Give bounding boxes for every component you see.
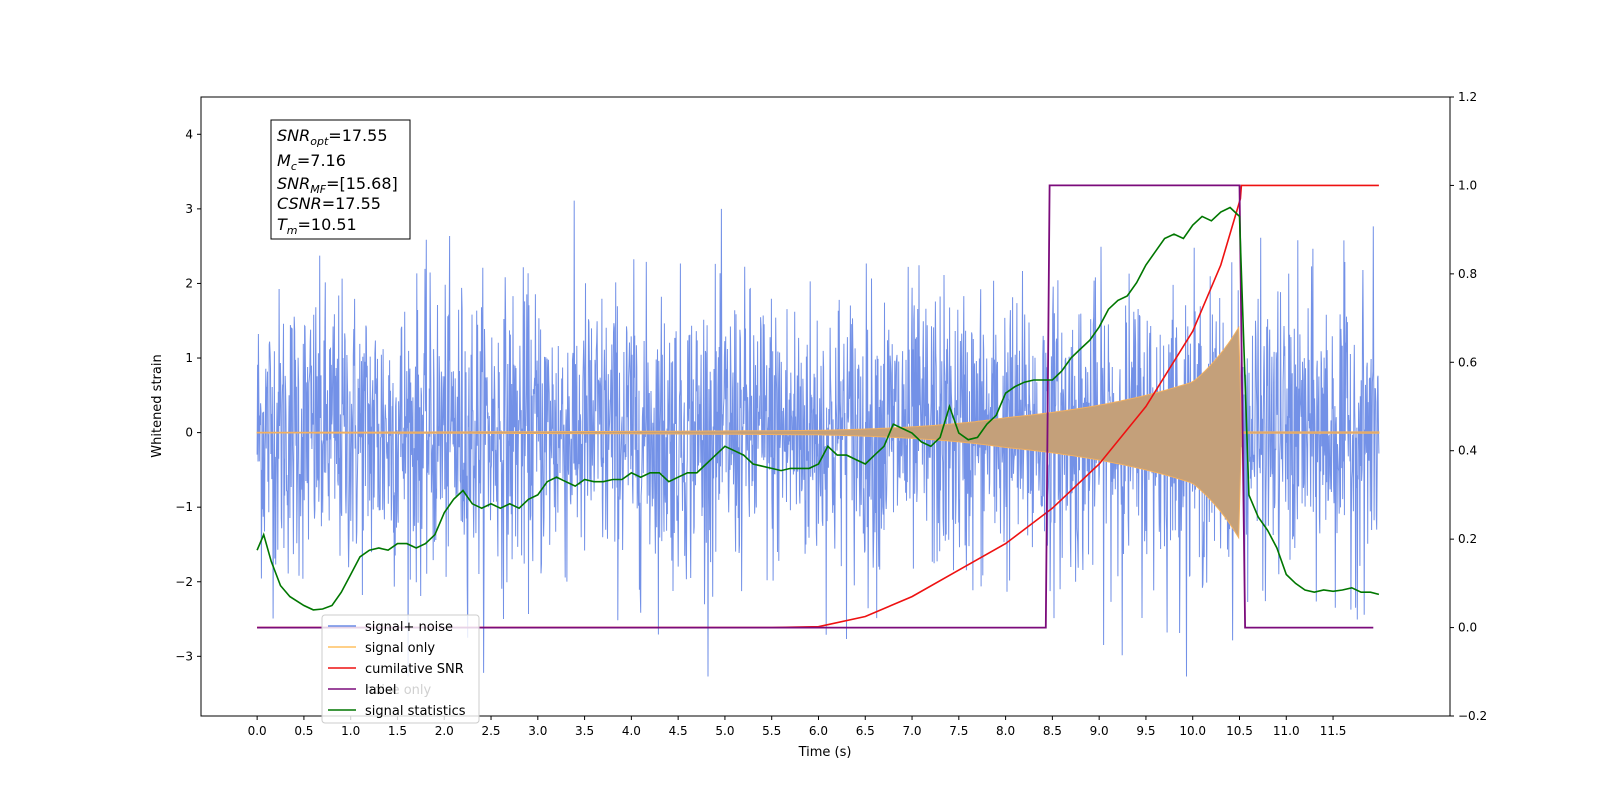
y-right-tick-label: 0.2 [1458,532,1477,546]
y-axis-label: Whitened strain [150,354,165,457]
annotation-box: SNRopt=17.55 Mc=7.16 SNRMF=[15.68] CSNR=… [270,119,411,240]
legend-entry-noise-only: noise only [365,683,432,698]
x-tick-label: 1.5 [388,724,407,738]
series-label-line [257,184,1374,629]
annotation-snr-opt: SNRopt=17.55 [277,126,388,148]
y-right-tick-label: 1.2 [1458,90,1477,104]
y-tick-label: 1 [185,351,193,365]
annotation-snr-mf: SNRMF=[15.68] [277,174,398,196]
y-right-tick-label: 0.0 [1458,621,1477,635]
x-tick-label: 0.0 [248,724,267,738]
legend-entry-signal-noise: signal+ noise [328,620,453,635]
x-tick-label: 11.0 [1273,724,1300,738]
x-tick-label: 6.5 [856,724,875,738]
legend-entry-label: label [328,683,396,698]
svg-text:signal+ noise: signal+ noise [365,620,453,635]
x-tick-label: 7.5 [949,724,968,738]
legend-entry-signal-statistics: signal statistics [328,704,466,719]
y-right-tick-label: 1.0 [1458,178,1477,192]
x-tick-label: 10.5 [1226,724,1253,738]
y-right-tick-label: 0.6 [1458,355,1477,369]
x-tick-label: 9.0 [1090,724,1109,738]
y-tick-label: −3 [175,649,193,663]
plot-area [256,184,1380,677]
y-right-tick-label: −0.2 [1458,709,1487,723]
y-axis-left: −3 −2 −1 0 1 2 3 4 [175,127,201,663]
x-tick-label: 3.5 [575,724,594,738]
annotation-tm: Tm=10.51 [277,215,357,237]
y-right-tick-label: 0.4 [1458,444,1477,458]
y-tick-label: 3 [185,202,193,216]
x-tick-label: 4.0 [622,724,641,738]
x-axis: 0.0 0.5 1.0 1.5 2.0 2.5 3.0 3.5 4.0 4.5 5.0 5.5 6.0 6… [248,716,1347,738]
y-tick-label: −1 [175,500,193,514]
series-signal-only-line [256,325,1380,540]
svg-text:signal statistics: signal statistics [365,704,466,719]
x-tick-label: 5.5 [762,724,781,738]
x-tick-label: 6.0 [809,724,828,738]
svg-text:noise only: noise only [365,683,432,698]
legend-box [321,614,480,724]
y-tick-label: 4 [185,127,193,141]
y-tick-label: 0 [185,426,193,440]
x-tick-label: 8.0 [996,724,1015,738]
annotation-csnr: CSNR=17.55 [277,194,381,213]
y-tick-label: 2 [185,276,193,290]
svg-text:label: label [365,683,396,698]
x-tick-label: 1.0 [341,724,360,738]
svg-text:signal only: signal only [365,641,435,656]
svg-text:cumilative SNR: cumilative SNR [365,662,464,677]
annotation-mc: Mc=7.16 [277,151,346,173]
x-tick-label: 4.5 [669,724,688,738]
series-signal-statistics-line [256,206,1380,611]
y-axis-right: −0.2 0.0 0.2 0.4 0.6 0.8 1.0 1.2 [1450,90,1487,723]
x-tick-label: 2.0 [435,724,454,738]
legend-entry-signal-only: signal only [328,641,435,656]
series-cumilative-snr-line [257,184,1379,629]
x-tick-label: 9.5 [1136,724,1155,738]
x-tick-label: 2.5 [481,724,500,738]
y-right-tick-label: 0.8 [1458,267,1477,281]
x-tick-label: 10.0 [1179,724,1206,738]
x-tick-label: 0.5 [294,724,313,738]
plot-frame [200,96,1451,717]
x-tick-label: 5.0 [715,724,734,738]
x-tick-label: 3.0 [528,724,547,738]
x-tick-label: 8.5 [1043,724,1062,738]
legend: signal+ noise signal only cumilative SNR… [321,614,480,724]
x-tick-label: 7.0 [902,724,921,738]
y-tick-label: −2 [175,575,193,589]
x-axis-label: Time (s) [798,745,852,760]
x-tick-label: 11.5 [1320,724,1347,738]
legend-entry-cumilative-snr: cumilative SNR [328,662,464,677]
